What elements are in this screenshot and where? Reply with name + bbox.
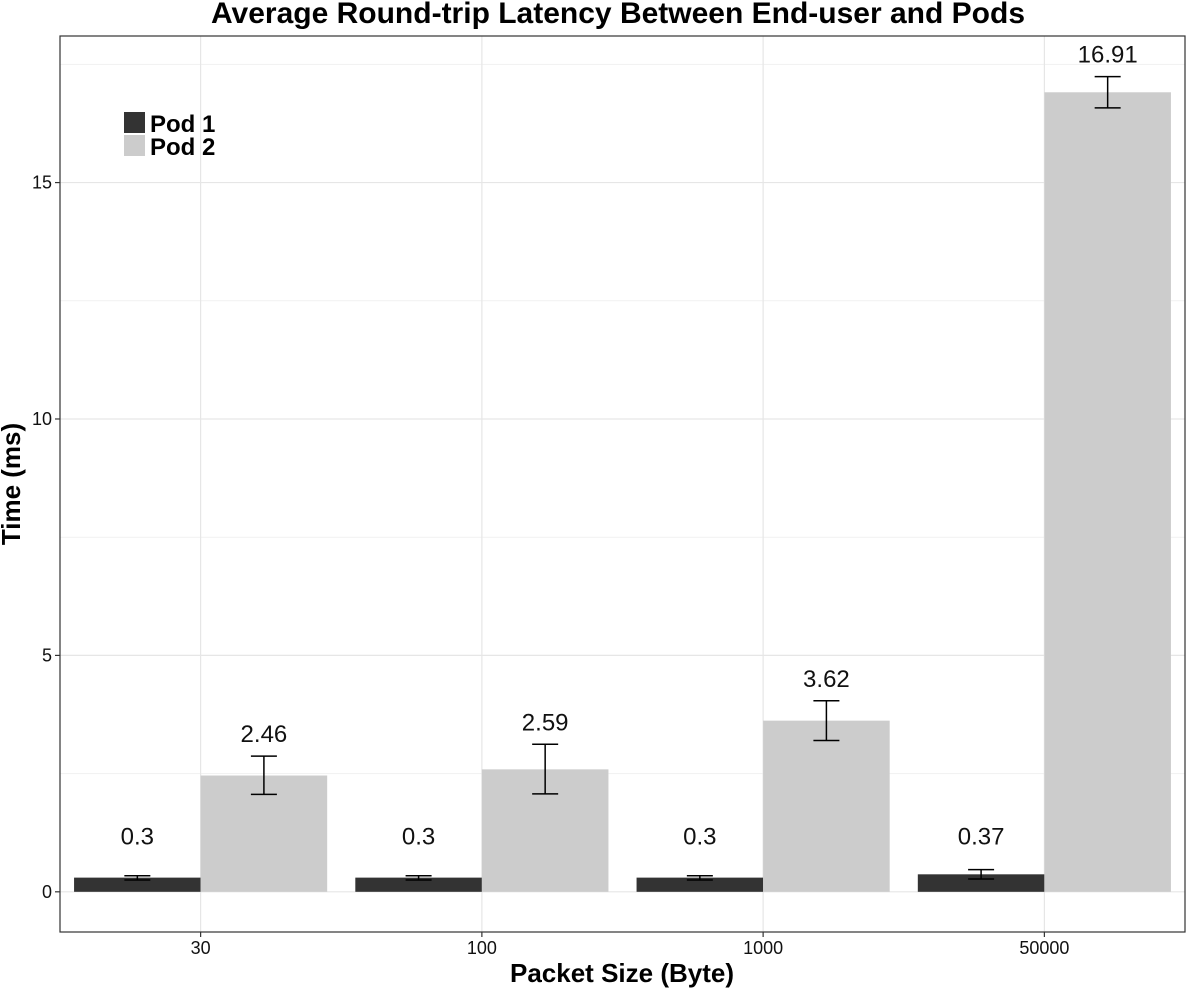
y-tick-label: 5 — [42, 645, 52, 665]
error-bar — [532, 743, 559, 795]
plot-border — [59, 35, 1186, 933]
error-bar — [968, 868, 995, 880]
y-tick-label: 0 — [42, 882, 52, 902]
chart-title: Average Round-trip Latency Between End-u… — [211, 0, 1025, 30]
plot-area: 0.3 0.3 0.3 0.37 2.46 2.59 3.62 16.91 0 5 10 15 30 10… — [32, 35, 1186, 958]
x-tick-label: 30 — [191, 938, 211, 958]
y-tick-label: 10 — [32, 409, 52, 429]
legend-swatch — [124, 112, 145, 133]
x-tick-label: 100 — [467, 938, 497, 958]
data-label: 0.3 — [683, 824, 716, 851]
x-tick-label: 50000 — [1019, 938, 1069, 958]
bar-pod-2 — [763, 720, 890, 892]
bar-pod-1 — [636, 877, 764, 892]
error-bar — [686, 874, 713, 881]
error-bar — [250, 755, 277, 796]
legend-label: Pod 2 — [150, 134, 215, 161]
data-label: 3.62 — [803, 666, 850, 693]
legend-swatch — [124, 135, 145, 156]
error-bar — [124, 874, 151, 881]
data-label: 16.91 — [1078, 42, 1138, 69]
data-label: 0.3 — [402, 824, 435, 851]
y-tick-label: 15 — [32, 173, 52, 193]
bar-pod-1 — [917, 874, 1045, 892]
bar-pod-2 — [1044, 92, 1171, 892]
error-bar — [1094, 75, 1121, 109]
data-label: 0.3 — [121, 824, 154, 851]
bar-pod-1 — [74, 877, 201, 892]
bar-pod-1 — [355, 877, 482, 892]
data-label: 2.46 — [241, 721, 288, 748]
x-axis-title: Packet Size (Byte) — [510, 958, 734, 988]
data-label: 0.37 — [958, 824, 1005, 851]
y-axis-title: Time (ms) — [0, 423, 26, 545]
x-tick-label: 1000 — [743, 938, 783, 958]
data-label: 2.59 — [522, 709, 569, 736]
error-bar — [405, 874, 432, 881]
legend-label: Pod 1 — [150, 111, 215, 138]
error-bar — [813, 700, 840, 742]
